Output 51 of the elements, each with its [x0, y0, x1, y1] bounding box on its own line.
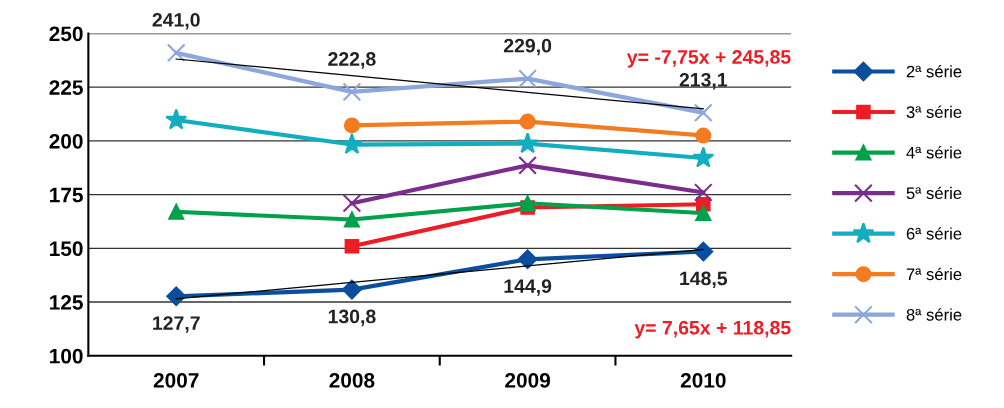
y-tick-label: 150	[50, 241, 83, 257]
legend-label: 6ª série	[906, 227, 962, 240]
y-tick-label: 250	[49, 26, 83, 42]
data-label: 241,0	[152, 12, 200, 30]
legend-label: 2ª série	[906, 65, 962, 78]
y-tick-label: 125	[50, 295, 83, 310]
point	[343, 117, 360, 134]
point	[519, 113, 536, 130]
point	[343, 211, 360, 228]
point	[168, 203, 185, 220]
point	[166, 286, 187, 307]
annotation: y= 7,65x + 118,85	[634, 320, 791, 339]
x-tick-label: 2009	[505, 372, 550, 388]
point	[693, 241, 714, 262]
data-label: 229,0	[503, 38, 552, 56]
legend-label: 4ª série	[906, 146, 962, 159]
x-tick-label: 2010	[680, 372, 726, 388]
data-label: 222,8	[328, 52, 376, 69]
point	[165, 108, 188, 130]
annotation: y= -7,75x + 245,85	[626, 50, 791, 68]
point	[692, 146, 715, 168]
data-label: 130,8	[328, 309, 376, 327]
point	[519, 195, 536, 212]
data-label: 213,1	[679, 72, 728, 90]
point	[342, 82, 362, 102]
y-tick-label: 225	[49, 80, 83, 95]
point	[695, 205, 712, 222]
y-tick-label: 200	[49, 133, 83, 149]
legend-label: 3ª série	[906, 105, 962, 119]
point	[693, 183, 713, 202]
y-tick-label: 100	[50, 348, 83, 364]
point	[342, 279, 362, 300]
point	[518, 156, 537, 175]
y-tick-label: 175	[50, 187, 83, 203]
point	[693, 103, 713, 123]
point	[342, 193, 362, 213]
point	[516, 132, 539, 154]
legend-label: 5ª série	[906, 186, 962, 200]
data-label: 127,7	[153, 316, 200, 333]
point	[517, 249, 538, 270]
x-tick-label: 2008	[329, 372, 375, 388]
point	[518, 69, 537, 88]
data-label: 148,5	[680, 271, 728, 289]
point	[695, 127, 712, 144]
point	[166, 43, 186, 63]
point	[340, 133, 363, 155]
point	[344, 238, 360, 254]
legend-label: 7ª série	[906, 267, 962, 281]
data-label: 144,9	[504, 279, 552, 296]
x-tick-label: 2007	[153, 372, 199, 388]
legend-label: 8ª série	[906, 308, 962, 321]
